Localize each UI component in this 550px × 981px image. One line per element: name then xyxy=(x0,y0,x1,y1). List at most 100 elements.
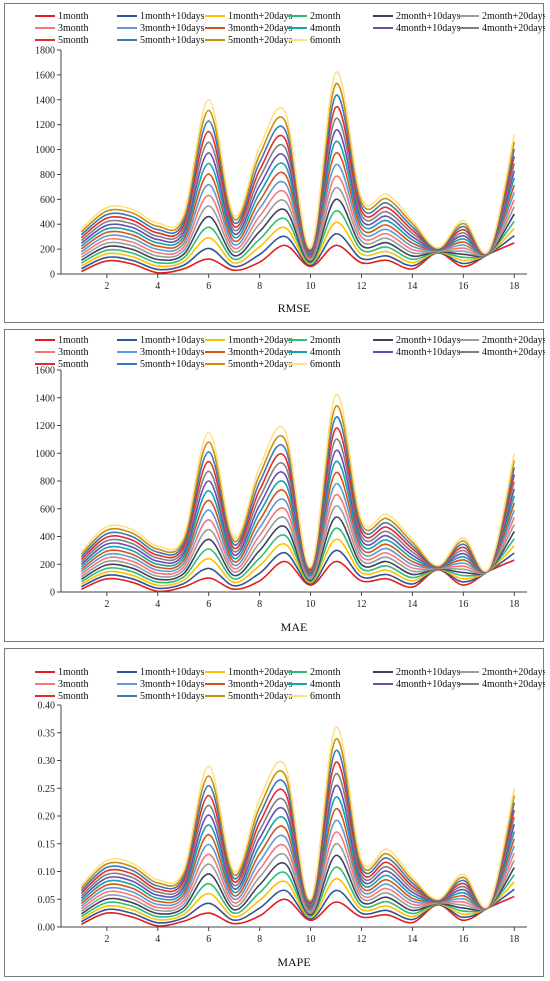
legend-label: 2month+10days xyxy=(396,335,461,346)
legend-entry: 5month xyxy=(35,359,89,370)
legend-entry: 2month xyxy=(287,11,341,22)
legend-label: 1month+10days xyxy=(140,335,205,346)
y-tick-label: 1800 xyxy=(35,46,55,57)
x-axis-label: MAPE xyxy=(277,955,310,969)
legend-entry: 3month xyxy=(35,679,89,690)
x-tick-label: 14 xyxy=(407,281,417,292)
x-tick-label: 4 xyxy=(155,599,160,610)
x-tick-label: 10 xyxy=(306,599,316,610)
legend-entry: 6month xyxy=(287,359,341,370)
legend-entry: 4month+20days xyxy=(459,347,545,358)
axes: 0 200 400 600 800 1000 1200 1400 1600 2 4 6 8 10 12 14 1… xyxy=(35,366,527,610)
series-line-6month xyxy=(80,726,516,909)
mape-chart: 1month 1month+10days 1month+20days 2month 2m… xyxy=(35,667,545,969)
x-tick-label: 6 xyxy=(206,281,211,292)
y-tick-label: 1000 xyxy=(35,145,55,156)
legend-entry: 4month+10days xyxy=(373,23,461,34)
x-tick-label: 10 xyxy=(306,281,316,292)
series-lines xyxy=(80,726,516,927)
x-tick-label: 6 xyxy=(206,934,211,945)
legend-label: 5month xyxy=(58,35,89,46)
legend-entry: 1month xyxy=(35,335,89,346)
legend-label: 6month xyxy=(310,691,341,702)
x-tick-label: 4 xyxy=(155,281,160,292)
y-tick-label: 0.10 xyxy=(38,867,56,878)
legend-label: 3month+20days xyxy=(228,347,293,358)
legend-label: 1month xyxy=(58,335,89,346)
legend-entry: 4month+20days xyxy=(459,679,545,690)
legend-entry: 1month xyxy=(35,667,89,678)
x-tick-label: 12 xyxy=(356,281,366,292)
legend-label: 2month xyxy=(310,335,341,346)
y-tick-label: 0.00 xyxy=(38,923,56,934)
legend-label: 4month+10days xyxy=(396,679,461,690)
legend-entry: 3month+10days xyxy=(117,679,205,690)
y-tick-label: 1400 xyxy=(35,393,55,404)
legend-label: 5month+10days xyxy=(140,359,205,370)
legend-label: 2month+20days xyxy=(482,667,545,678)
legend-label: 3month xyxy=(58,23,89,34)
legend-label: 2month xyxy=(310,667,341,678)
y-tick-label: 0.40 xyxy=(38,701,56,712)
legend-entry: 4month xyxy=(287,23,341,34)
legend-entry: 4month xyxy=(287,347,341,358)
legend-label: 1month+20days xyxy=(228,11,293,22)
x-tick-label: 8 xyxy=(257,934,262,945)
legend-label: 1month+20days xyxy=(228,667,293,678)
legend-entry: 4month+20days xyxy=(459,23,545,34)
legend-label: 2month+20days xyxy=(482,11,545,22)
legend-entry: 5month xyxy=(35,35,89,46)
series-line-6month xyxy=(80,71,516,254)
legend-entry: 3month+10days xyxy=(117,347,205,358)
legend-entry: 3month+20days xyxy=(205,347,293,358)
x-tick-label: 16 xyxy=(458,934,468,945)
legend-label: 4month xyxy=(310,679,341,690)
x-tick-label: 18 xyxy=(509,934,519,945)
legend-label: 5month+20days xyxy=(228,359,293,370)
y-tick-label: 400 xyxy=(40,532,55,543)
legend-entry: 5month+20days xyxy=(205,691,293,702)
x-tick-label: 14 xyxy=(407,599,417,610)
legend-entry: 5month+20days xyxy=(205,359,293,370)
x-tick-label: 18 xyxy=(509,599,519,610)
legend-entry: 2month+20days xyxy=(459,11,545,22)
y-tick-label: 200 xyxy=(40,245,55,256)
legend-label: 5month+10days xyxy=(140,691,205,702)
y-tick-label: 1200 xyxy=(35,421,55,432)
x-tick-label: 2 xyxy=(104,281,109,292)
legend-label: 4month+10days xyxy=(396,347,461,358)
series-lines xyxy=(80,394,516,593)
y-tick-label: 200 xyxy=(40,560,55,571)
mae-chart: 1month 1month+10days 1month+20days 2month 2m… xyxy=(35,335,545,634)
legend-entry: 4month+10days xyxy=(373,347,461,358)
y-tick-label: 0 xyxy=(50,588,55,599)
y-tick-label: 600 xyxy=(40,195,55,206)
y-tick-label: 1600 xyxy=(35,70,55,81)
legend-label: 1month+10days xyxy=(140,667,205,678)
legend-entry: 1month+10days xyxy=(117,335,205,346)
legend-label: 1month xyxy=(58,667,89,678)
legend-entry: 4month+10days xyxy=(373,679,461,690)
y-tick-label: 0.20 xyxy=(38,812,56,823)
legend-label: 3month+20days xyxy=(228,23,293,34)
y-tick-label: 0.35 xyxy=(38,728,56,739)
legend-label: 4month+10days xyxy=(396,23,461,34)
legend-label: 6month xyxy=(310,35,341,46)
legend-entry: 5month+10days xyxy=(117,691,205,702)
axes: 0 200 400 600 800 1000 1200 1400 1600 1800 2 4 6 8 10 1… xyxy=(35,46,527,292)
legend-label: 2month xyxy=(310,11,341,22)
axes: 0.00 0.05 0.10 0.15 0.20 0.25 0.30 0.35 0.40 2 4 6 8… xyxy=(38,701,527,945)
x-tick-label: 6 xyxy=(206,599,211,610)
mape-chart-panel: 1month 1month+10days 1month+20days 2month 2m… xyxy=(4,648,545,977)
legend-label: 5month xyxy=(58,691,89,702)
legend-entry: 4month xyxy=(287,679,341,690)
y-tick-label: 0.05 xyxy=(38,895,56,906)
y-tick-label: 800 xyxy=(40,477,55,488)
x-tick-label: 8 xyxy=(257,281,262,292)
y-tick-label: 0.15 xyxy=(38,839,56,850)
x-tick-label: 18 xyxy=(509,281,519,292)
legend-entry: 3month xyxy=(35,347,89,358)
x-tick-label: 12 xyxy=(356,599,366,610)
x-tick-label: 2 xyxy=(104,599,109,610)
y-tick-label: 0.30 xyxy=(38,756,56,767)
